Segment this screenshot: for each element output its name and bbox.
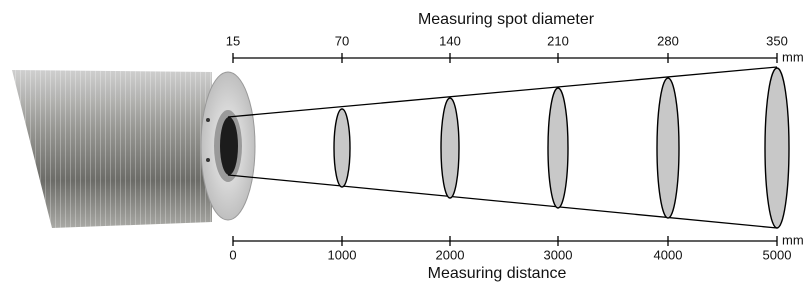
tick-label: 350 [766,33,788,48]
tick-label: 280 [657,33,679,48]
tick-label: 5000 [763,247,792,262]
tick-label: 4000 [654,247,683,262]
sensor-image [12,70,255,228]
tick-label: 70 [335,33,349,48]
footer: Measuring distance [428,265,567,282]
cone [228,67,789,228]
tick-label: 210 [547,33,569,48]
tick-label: 0 [229,247,236,262]
diagram: Measuring spot diameter Measuring distan… [0,0,806,282]
title: Measuring spot diameter [418,11,595,28]
top-unit: mm [782,49,804,64]
tick-label: 1000 [328,247,357,262]
tick-label: 15 [226,33,240,48]
ticks: 15 70 140 210 280 350 0 1000 2000 3000 4000 5000 [226,33,792,262]
tick-label: 3000 [544,247,573,262]
tick-label: 140 [439,33,461,48]
bottom-unit: mm [782,232,804,247]
tick-label: 2000 [436,247,465,262]
